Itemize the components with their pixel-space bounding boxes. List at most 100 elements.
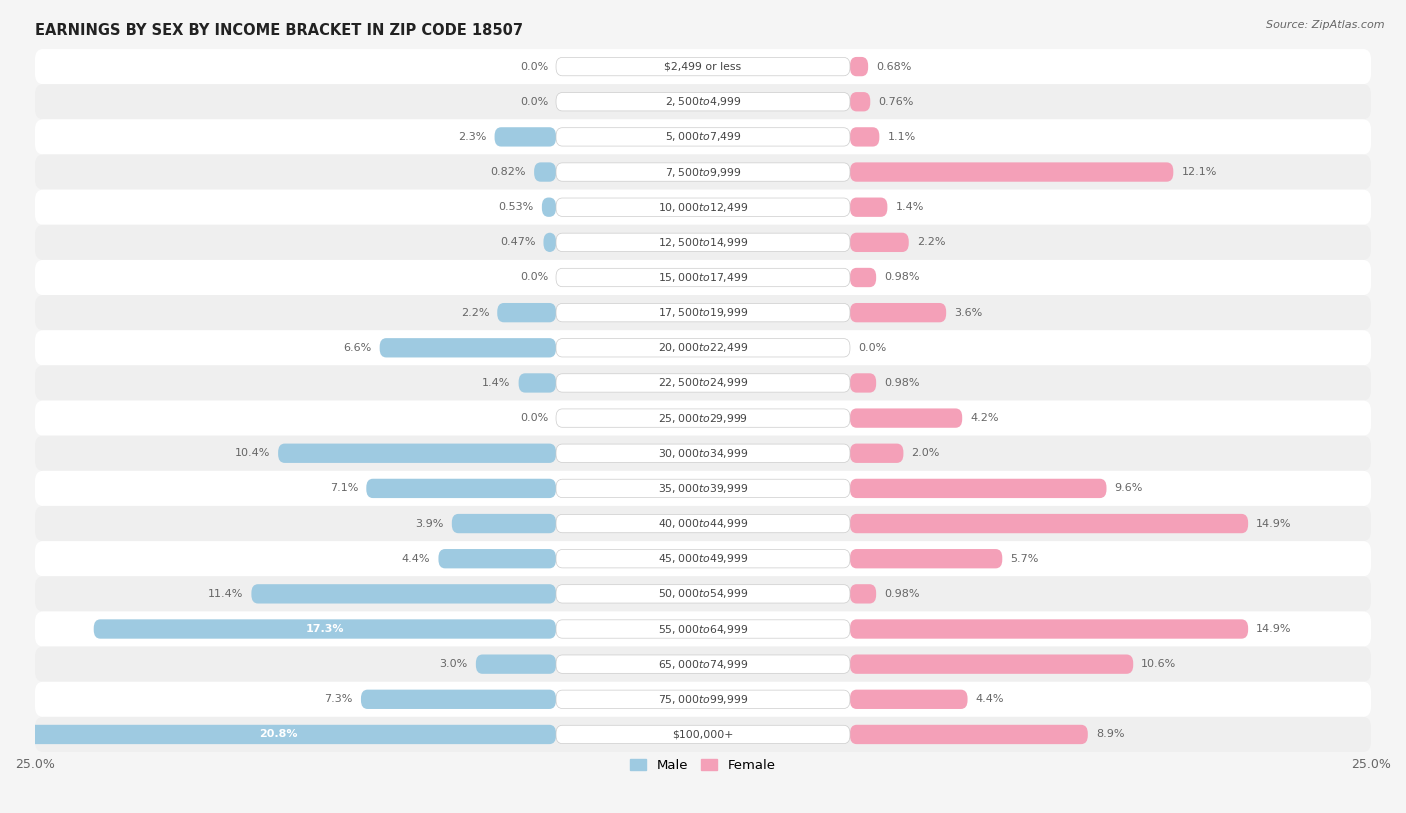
- FancyBboxPatch shape: [851, 620, 1249, 639]
- FancyBboxPatch shape: [851, 57, 868, 76]
- FancyBboxPatch shape: [851, 689, 967, 709]
- Text: 9.6%: 9.6%: [1115, 484, 1143, 493]
- Text: 14.9%: 14.9%: [1256, 519, 1292, 528]
- FancyBboxPatch shape: [439, 549, 555, 568]
- FancyBboxPatch shape: [851, 549, 1002, 568]
- Text: $25,000 to $29,999: $25,000 to $29,999: [658, 411, 748, 424]
- FancyBboxPatch shape: [35, 471, 1371, 506]
- FancyBboxPatch shape: [851, 408, 962, 428]
- FancyBboxPatch shape: [35, 120, 1371, 154]
- Text: $22,500 to $24,999: $22,500 to $24,999: [658, 376, 748, 389]
- Text: 10.6%: 10.6%: [1142, 659, 1177, 669]
- Text: $30,000 to $34,999: $30,000 to $34,999: [658, 447, 748, 460]
- FancyBboxPatch shape: [544, 233, 555, 252]
- Text: $50,000 to $54,999: $50,000 to $54,999: [658, 587, 748, 600]
- Text: 4.2%: 4.2%: [970, 413, 998, 423]
- FancyBboxPatch shape: [555, 268, 851, 287]
- Text: 0.0%: 0.0%: [520, 413, 548, 423]
- Text: $100,000+: $100,000+: [672, 729, 734, 740]
- FancyBboxPatch shape: [851, 725, 1088, 744]
- Text: 0.98%: 0.98%: [884, 378, 920, 388]
- FancyBboxPatch shape: [498, 303, 555, 322]
- Text: 3.0%: 3.0%: [440, 659, 468, 669]
- FancyBboxPatch shape: [555, 58, 851, 76]
- FancyBboxPatch shape: [851, 92, 870, 111]
- FancyBboxPatch shape: [851, 303, 946, 322]
- Text: $45,000 to $49,999: $45,000 to $49,999: [658, 552, 748, 565]
- FancyBboxPatch shape: [851, 198, 887, 217]
- FancyBboxPatch shape: [555, 620, 851, 638]
- FancyBboxPatch shape: [35, 682, 1371, 717]
- Text: 0.0%: 0.0%: [520, 272, 548, 282]
- FancyBboxPatch shape: [555, 550, 851, 568]
- Text: $20,000 to $22,499: $20,000 to $22,499: [658, 341, 748, 354]
- FancyBboxPatch shape: [35, 401, 1371, 436]
- Text: 0.82%: 0.82%: [491, 167, 526, 177]
- Text: $17,500 to $19,999: $17,500 to $19,999: [658, 307, 748, 320]
- FancyBboxPatch shape: [35, 611, 1371, 646]
- FancyBboxPatch shape: [534, 163, 555, 182]
- Text: 2.2%: 2.2%: [917, 237, 945, 247]
- FancyBboxPatch shape: [555, 303, 851, 322]
- FancyBboxPatch shape: [555, 690, 851, 708]
- Text: $40,000 to $44,999: $40,000 to $44,999: [658, 517, 748, 530]
- Text: 0.0%: 0.0%: [520, 97, 548, 107]
- FancyBboxPatch shape: [35, 189, 1371, 224]
- FancyBboxPatch shape: [555, 409, 851, 428]
- Text: 4.4%: 4.4%: [402, 554, 430, 563]
- Text: Source: ZipAtlas.com: Source: ZipAtlas.com: [1267, 20, 1385, 30]
- Text: 4.4%: 4.4%: [976, 694, 1004, 704]
- FancyBboxPatch shape: [555, 444, 851, 463]
- FancyBboxPatch shape: [555, 515, 851, 533]
- Text: 2.0%: 2.0%: [911, 448, 939, 459]
- Text: 7.3%: 7.3%: [325, 694, 353, 704]
- Text: 10.4%: 10.4%: [235, 448, 270, 459]
- FancyBboxPatch shape: [35, 576, 1371, 611]
- Text: $15,000 to $17,499: $15,000 to $17,499: [658, 271, 748, 284]
- FancyBboxPatch shape: [35, 541, 1371, 576]
- FancyBboxPatch shape: [35, 49, 1371, 85]
- Text: 14.9%: 14.9%: [1256, 624, 1292, 634]
- Text: $55,000 to $64,999: $55,000 to $64,999: [658, 623, 748, 636]
- FancyBboxPatch shape: [35, 224, 1371, 260]
- FancyBboxPatch shape: [555, 374, 851, 392]
- Text: 12.1%: 12.1%: [1181, 167, 1216, 177]
- FancyBboxPatch shape: [851, 267, 876, 287]
- FancyBboxPatch shape: [555, 655, 851, 673]
- Text: 0.0%: 0.0%: [520, 62, 548, 72]
- FancyBboxPatch shape: [252, 585, 555, 603]
- Text: 1.1%: 1.1%: [887, 132, 915, 142]
- FancyBboxPatch shape: [555, 163, 851, 181]
- FancyBboxPatch shape: [35, 436, 1371, 471]
- FancyBboxPatch shape: [851, 233, 908, 252]
- FancyBboxPatch shape: [475, 654, 555, 674]
- FancyBboxPatch shape: [35, 295, 1371, 330]
- Text: 3.6%: 3.6%: [955, 307, 983, 318]
- Text: 7.1%: 7.1%: [330, 484, 359, 493]
- Text: $2,499 or less: $2,499 or less: [665, 62, 741, 72]
- FancyBboxPatch shape: [35, 506, 1371, 541]
- Legend: Male, Female: Male, Female: [626, 754, 780, 777]
- Text: $12,500 to $14,999: $12,500 to $14,999: [658, 236, 748, 249]
- Text: $2,500 to $4,999: $2,500 to $4,999: [665, 95, 741, 108]
- FancyBboxPatch shape: [0, 725, 555, 744]
- FancyBboxPatch shape: [851, 127, 879, 146]
- FancyBboxPatch shape: [541, 198, 555, 217]
- FancyBboxPatch shape: [94, 620, 555, 639]
- FancyBboxPatch shape: [451, 514, 555, 533]
- FancyBboxPatch shape: [851, 373, 876, 393]
- Text: 0.76%: 0.76%: [879, 97, 914, 107]
- Text: 8.9%: 8.9%: [1095, 729, 1125, 740]
- Text: $35,000 to $39,999: $35,000 to $39,999: [658, 482, 748, 495]
- Text: 5.7%: 5.7%: [1011, 554, 1039, 563]
- Text: $7,500 to $9,999: $7,500 to $9,999: [665, 166, 741, 179]
- FancyBboxPatch shape: [519, 373, 555, 393]
- Text: 0.98%: 0.98%: [884, 272, 920, 282]
- FancyBboxPatch shape: [555, 128, 851, 146]
- FancyBboxPatch shape: [555, 198, 851, 216]
- FancyBboxPatch shape: [555, 233, 851, 251]
- Text: 0.47%: 0.47%: [501, 237, 536, 247]
- Text: 20.8%: 20.8%: [259, 729, 297, 740]
- Text: 2.2%: 2.2%: [461, 307, 489, 318]
- FancyBboxPatch shape: [35, 330, 1371, 365]
